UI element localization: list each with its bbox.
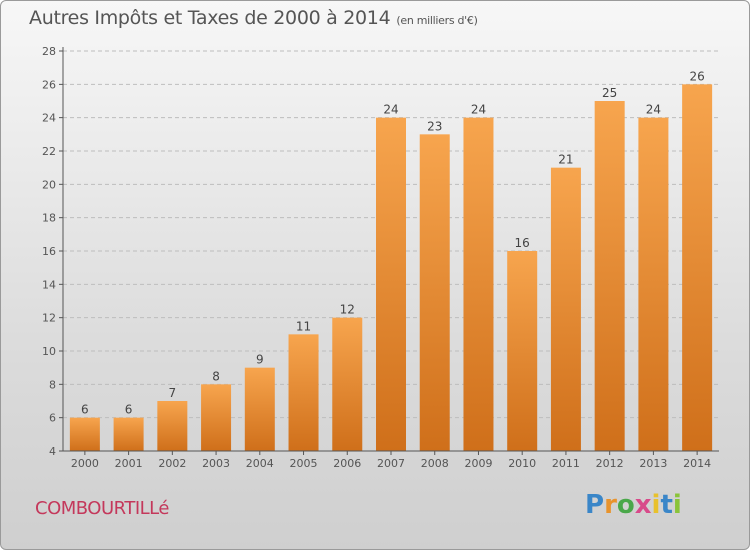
bar — [288, 334, 319, 451]
y-tick-label: 12 — [42, 312, 56, 325]
proxiti-logo: Proxiti — [585, 490, 682, 520]
y-tick-label: 26 — [42, 78, 56, 91]
bar-value-label: 24 — [383, 103, 398, 117]
y-tick-label: 24 — [42, 112, 56, 125]
bar — [463, 117, 494, 452]
y-tick-label: 22 — [42, 145, 56, 158]
x-tick-label: 2002 — [158, 457, 186, 470]
bar-value-label: 6 — [81, 403, 89, 417]
bar-value-label: 7 — [169, 386, 177, 400]
logo-letter: i — [672, 490, 682, 520]
bar — [113, 417, 144, 451]
logo-letter: t — [660, 490, 673, 520]
y-tick-label: 16 — [42, 245, 56, 258]
logo-letter: i — [651, 490, 661, 520]
y-tick-label: 18 — [42, 212, 56, 225]
chart-unit: (en milliers d'€) — [396, 14, 478, 27]
x-tick-label: 2005 — [290, 457, 318, 470]
bar — [244, 367, 275, 451]
x-tick-label: 2003 — [202, 457, 230, 470]
bar-value-label: 24 — [471, 103, 486, 117]
y-tick-label: 14 — [42, 278, 56, 291]
bar — [201, 384, 232, 451]
bar-value-label: 24 — [646, 103, 661, 117]
y-tick-label: 8 — [49, 378, 56, 391]
logo-letter: o — [616, 490, 635, 520]
logo-letter: P — [585, 490, 605, 520]
x-tick-label: 2000 — [71, 457, 99, 470]
x-tick-label: 2007 — [377, 457, 405, 470]
x-tick-label: 2001 — [115, 457, 143, 470]
bar-value-label: 12 — [340, 303, 355, 317]
y-tick-label: 10 — [42, 345, 56, 358]
x-tick-label: 2006 — [333, 457, 361, 470]
bar — [332, 317, 363, 451]
logo-letter: x — [634, 490, 652, 520]
x-tick-label: 2013 — [639, 457, 667, 470]
x-tick-label: 2012 — [596, 457, 624, 470]
bar-value-label: 8 — [212, 369, 220, 383]
bar-value-label: 21 — [558, 153, 573, 167]
bar — [157, 401, 188, 451]
x-tick-label: 2009 — [464, 457, 492, 470]
logo-letter: r — [604, 490, 617, 520]
x-tick-label: 2011 — [552, 457, 580, 470]
y-tick-label: 20 — [42, 178, 56, 191]
chart-title: Autres Impôts et Taxes de 2000 à 2014 (en… — [29, 7, 478, 29]
x-tick-label: 2014 — [683, 457, 711, 470]
chart-title-text: Autres Impôts et Taxes de 2000 à 2014 — [29, 7, 391, 29]
bar — [550, 167, 581, 451]
bar-value-label: 25 — [602, 86, 617, 100]
bar — [69, 417, 100, 451]
bar — [638, 117, 669, 452]
x-tick-label: 2004 — [246, 457, 274, 470]
bar-value-label: 9 — [256, 353, 264, 367]
y-tick-label: 28 — [42, 45, 56, 58]
bar — [376, 117, 406, 452]
x-tick-label: 2008 — [421, 457, 449, 470]
bar — [594, 101, 625, 451]
bar — [507, 251, 538, 451]
y-tick-label: 4 — [49, 445, 56, 458]
y-tick-label: 6 — [49, 412, 56, 425]
bar-value-label: 16 — [515, 236, 530, 250]
bar-value-label: 26 — [689, 69, 704, 83]
location-name: COMBOURTILLé — [35, 498, 169, 519]
bar — [419, 134, 450, 452]
bar-value-label: 23 — [427, 119, 442, 133]
x-tick-label: 2010 — [508, 457, 536, 470]
bar-value-label: 11 — [296, 319, 311, 333]
bar — [682, 84, 713, 451]
bar-value-label: 6 — [125, 403, 133, 417]
